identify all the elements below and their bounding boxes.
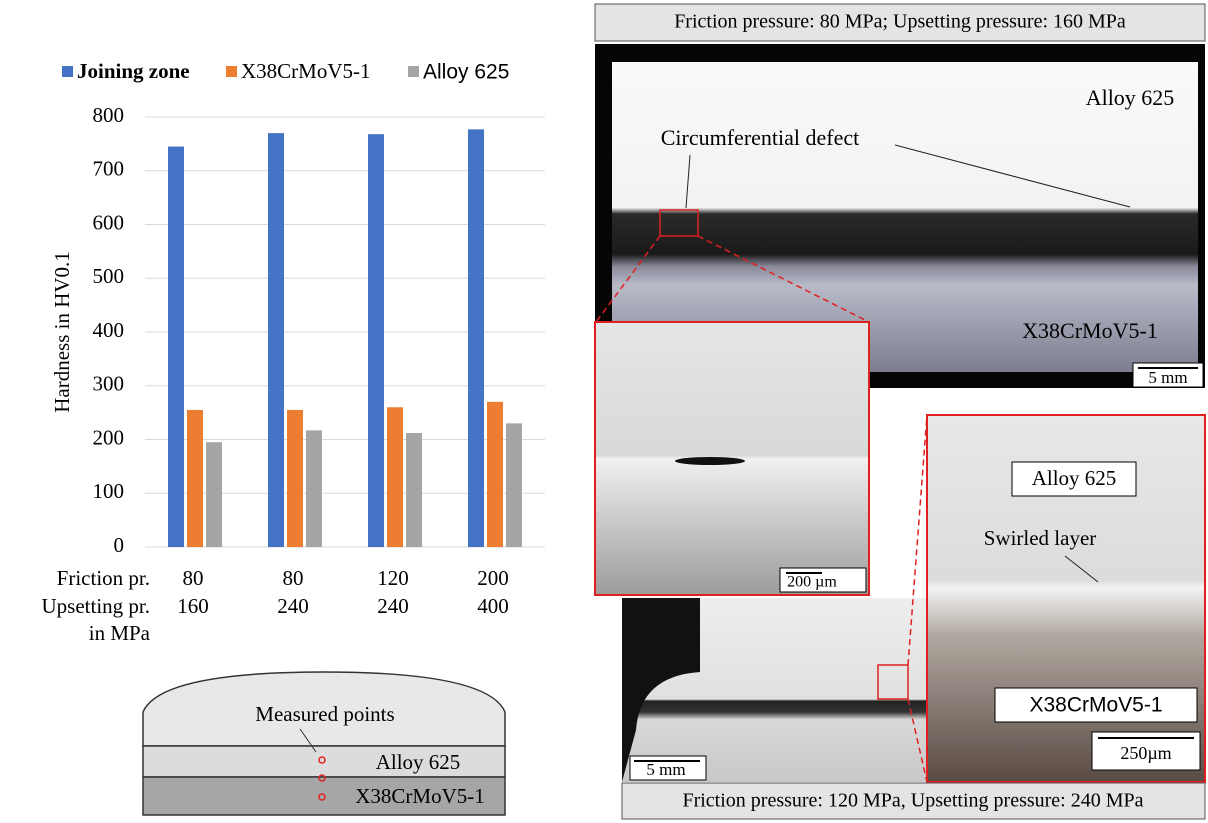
schematic: Measured points Alloy 625 X38CrMoV5-1 bbox=[143, 672, 505, 815]
y-tick-label: 700 bbox=[93, 157, 125, 181]
annotation: Swirled layer bbox=[984, 526, 1097, 550]
annotation: Circumferential defect bbox=[661, 125, 860, 150]
scale-label: 200 µm bbox=[787, 574, 837, 591]
bar bbox=[187, 410, 203, 547]
material-label: Alloy 625 bbox=[1086, 85, 1175, 110]
schematic-annotation: Measured points bbox=[255, 702, 394, 726]
bar bbox=[168, 147, 184, 547]
bar bbox=[487, 402, 503, 547]
x-tick-label: 120 bbox=[377, 566, 409, 590]
bar bbox=[368, 134, 384, 547]
bar bbox=[306, 430, 322, 547]
layer-label: X38CrMoV5-1 bbox=[355, 784, 485, 808]
y-tick-label: 0 bbox=[114, 533, 125, 557]
scale-label: 5 mm bbox=[646, 760, 685, 779]
y-tick-label: 100 bbox=[93, 479, 125, 503]
material-label: X38CrMoV5-1 bbox=[1029, 694, 1162, 717]
row-label: Friction pr. bbox=[57, 566, 150, 590]
bar bbox=[406, 433, 422, 547]
legend-swatch bbox=[408, 66, 419, 77]
legend-label: X38CrMoV5-1 bbox=[241, 59, 371, 83]
figure: Measured points Alloy 625 X38CrMoV5-1 Fr… bbox=[0, 0, 1208, 823]
bar bbox=[268, 133, 284, 547]
legend-swatch bbox=[62, 66, 73, 77]
scale-label: 250µm bbox=[1120, 743, 1171, 763]
scale-label: 5 mm bbox=[1148, 368, 1187, 387]
x-tick-label: 80 bbox=[183, 566, 204, 590]
defect bbox=[675, 457, 745, 465]
y-tick-label: 800 bbox=[93, 103, 125, 127]
bar bbox=[206, 442, 222, 547]
legend-label: Joining zone bbox=[77, 59, 190, 83]
bar bbox=[287, 410, 303, 547]
y-tick-label: 600 bbox=[93, 210, 125, 234]
row-label: Upsetting pr. bbox=[42, 594, 151, 618]
material-label: Alloy 625 bbox=[1032, 466, 1117, 490]
x-tick-label: 400 bbox=[477, 594, 509, 618]
x-tick-label: 160 bbox=[177, 594, 209, 618]
x-tick-label: 240 bbox=[377, 594, 409, 618]
bar bbox=[387, 407, 403, 547]
y-tick-label: 300 bbox=[93, 372, 125, 396]
x-tick-label: 240 bbox=[277, 594, 309, 618]
row-label: in MPa bbox=[89, 621, 151, 645]
y-tick-label: 400 bbox=[93, 318, 125, 342]
bar bbox=[468, 129, 484, 547]
bar bbox=[506, 423, 522, 547]
y-axis-label: Hardness in HV0.1 bbox=[50, 251, 74, 413]
y-tick-label: 200 bbox=[93, 425, 125, 449]
y-tick-label: 500 bbox=[93, 264, 125, 288]
caption: Friction pressure: 80 MPa; Upsetting pre… bbox=[674, 11, 1126, 33]
legend-label: Alloy 625 bbox=[423, 61, 509, 84]
legend-swatch bbox=[226, 66, 237, 77]
layer-label: Alloy 625 bbox=[376, 750, 461, 774]
x-tick-label: 80 bbox=[283, 566, 304, 590]
material-label: X38CrMoV5-1 bbox=[1022, 318, 1158, 343]
chart: 0 100 200 300 400 500 600 700 800 Hardness in HV0… bbox=[42, 59, 546, 645]
caption: Friction pressure: 120 MPa, Upsetting pr… bbox=[682, 790, 1143, 812]
x-tick-label: 200 bbox=[477, 566, 509, 590]
